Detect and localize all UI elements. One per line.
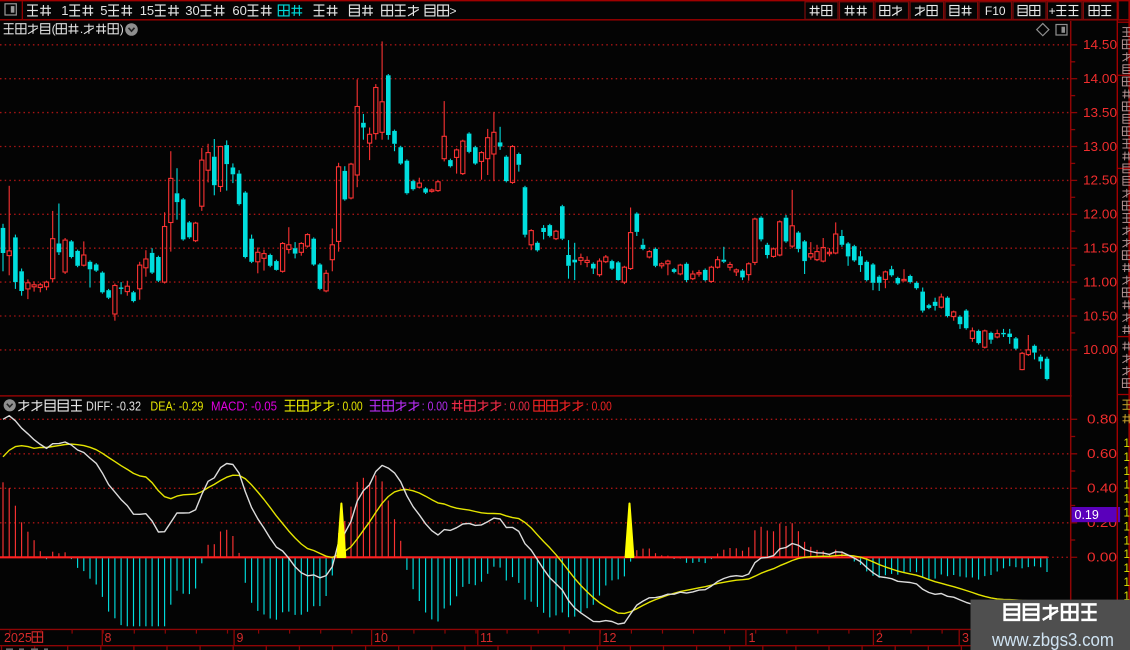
svg-text:DEA: -0.29: DEA: -0.29 bbox=[150, 398, 203, 413]
svg-text:12: 12 bbox=[603, 631, 617, 645]
svg-text:14.00: 14.00 bbox=[1083, 72, 1117, 86]
svg-text:1: 1 bbox=[1124, 535, 1130, 547]
svg-text:(: ( bbox=[52, 22, 56, 36]
svg-text:1: 1 bbox=[1124, 508, 1130, 520]
svg-text:+: + bbox=[1049, 4, 1056, 18]
svg-text:2: 2 bbox=[876, 631, 883, 645]
svg-text:60: 60 bbox=[232, 3, 246, 18]
svg-text:1: 1 bbox=[1124, 521, 1130, 533]
svg-text:>: > bbox=[450, 4, 457, 18]
svg-text:1: 1 bbox=[1124, 563, 1130, 575]
svg-text:0.19: 0.19 bbox=[1075, 508, 1099, 522]
svg-text:2025: 2025 bbox=[4, 631, 32, 645]
svg-text:1: 1 bbox=[1124, 494, 1130, 506]
svg-text:1: 1 bbox=[749, 631, 756, 645]
svg-text:.: . bbox=[80, 22, 83, 36]
svg-text:10: 10 bbox=[374, 631, 388, 645]
svg-text:1: 1 bbox=[1124, 452, 1130, 464]
svg-text:0.80: 0.80 bbox=[1087, 413, 1117, 427]
svg-text:15: 15 bbox=[140, 3, 154, 18]
svg-text:10.50: 10.50 bbox=[1083, 309, 1117, 323]
svg-text:3: 3 bbox=[962, 631, 969, 645]
svg-text:9: 9 bbox=[237, 631, 244, 645]
svg-text:30: 30 bbox=[185, 3, 199, 18]
svg-text:: 0.00: : 0.00 bbox=[586, 398, 612, 413]
svg-text:1: 1 bbox=[61, 3, 68, 18]
svg-text:11: 11 bbox=[480, 631, 493, 645]
svg-text:): ) bbox=[120, 22, 124, 36]
svg-text:0.40: 0.40 bbox=[1087, 482, 1117, 496]
svg-text:1: 1 bbox=[1124, 577, 1130, 589]
svg-text:8: 8 bbox=[105, 631, 112, 645]
svg-text:: 0.00: : 0.00 bbox=[337, 398, 363, 413]
svg-text:10.00: 10.00 bbox=[1083, 343, 1117, 357]
svg-text:www.zbgs3.com: www.zbgs3.com bbox=[991, 629, 1114, 650]
svg-text:0.60: 0.60 bbox=[1087, 447, 1117, 461]
svg-text:12.50: 12.50 bbox=[1083, 174, 1117, 188]
svg-text:14.50: 14.50 bbox=[1083, 38, 1117, 52]
svg-text:F10: F10 bbox=[985, 4, 1006, 18]
svg-text:1: 1 bbox=[1124, 549, 1130, 561]
svg-text:12.00: 12.00 bbox=[1083, 208, 1117, 222]
svg-text:1: 1 bbox=[1124, 591, 1130, 603]
svg-text:1: 1 bbox=[1124, 466, 1130, 478]
svg-text:13.50: 13.50 bbox=[1083, 106, 1117, 120]
svg-text:MACD: -0.05: MACD: -0.05 bbox=[211, 398, 277, 413]
svg-text:1: 1 bbox=[1124, 480, 1130, 492]
svg-text:11.00: 11.00 bbox=[1083, 275, 1117, 289]
svg-text:1: 1 bbox=[1124, 438, 1130, 450]
svg-text:: 0.00: : 0.00 bbox=[504, 398, 530, 413]
svg-text:11.50: 11.50 bbox=[1083, 242, 1117, 256]
svg-text:13.00: 13.00 bbox=[1083, 140, 1117, 154]
svg-text:: 0.00: : 0.00 bbox=[422, 398, 448, 413]
svg-text:5: 5 bbox=[100, 3, 107, 18]
svg-text:0.00: 0.00 bbox=[1087, 551, 1117, 565]
svg-text:DIFF: -0.32: DIFF: -0.32 bbox=[86, 398, 141, 413]
